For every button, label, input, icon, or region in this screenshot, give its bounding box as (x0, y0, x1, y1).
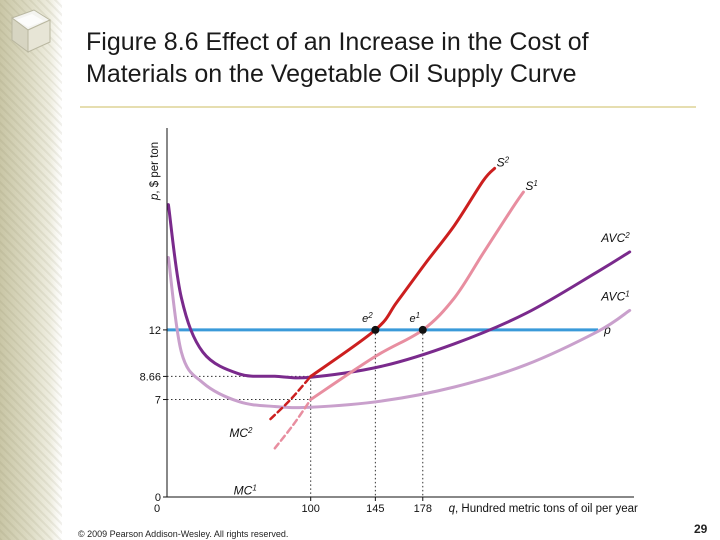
curve-label-mc1: MC1 (234, 483, 257, 498)
equilibrium-label-e2: e2 (362, 310, 373, 325)
x-axis-title: q, Hundred metric tons of oil per year (449, 503, 638, 515)
curve-label-s2: S2 (497, 155, 510, 170)
y-tick-label-3: 12 (149, 325, 161, 337)
x-tick-label-3: 178 (414, 503, 432, 515)
x-tick-label-0: 0 (154, 503, 160, 515)
y-tick-label-0: 0 (155, 492, 161, 504)
curve-label-avc1: AVC1 (600, 289, 629, 304)
copyright-notice: © 2009 Pearson Addison-Wesley. All right… (78, 529, 289, 539)
curve-avc2 (166, 203, 632, 380)
curve-mc2-dashed (269, 375, 312, 421)
curve-s1 (309, 190, 525, 401)
curve-label-s1: S1 (525, 179, 537, 194)
x-tick-label-2: 145 (366, 503, 384, 515)
side-decoration-strip (0, 0, 62, 540)
equilibrium-point-e2 (371, 325, 380, 334)
y-axis-title: p, $ per ton (149, 142, 161, 201)
curve-label-mc2: MC2 (229, 426, 253, 441)
equilibrium-point-e1 (418, 325, 427, 334)
equilibrium-label-e1: e1 (409, 310, 420, 325)
price-line-label: p (603, 323, 611, 337)
y-tick-label-2: 8.66 (140, 371, 161, 383)
title-divider (80, 106, 696, 108)
curve-label-avc2: AVC2 (600, 230, 630, 245)
glass-cube-icon (10, 9, 52, 53)
curve-avc1 (166, 256, 632, 410)
x-tick-label-1: 100 (302, 503, 320, 515)
curve-mc1-dashed (273, 398, 312, 450)
page-number: 29 (694, 522, 708, 536)
curve-s2 (309, 166, 497, 378)
y-tick-label-1: 7 (155, 395, 161, 407)
slide-title: Figure 8.6 Effect of an Increase in the … (86, 28, 589, 88)
